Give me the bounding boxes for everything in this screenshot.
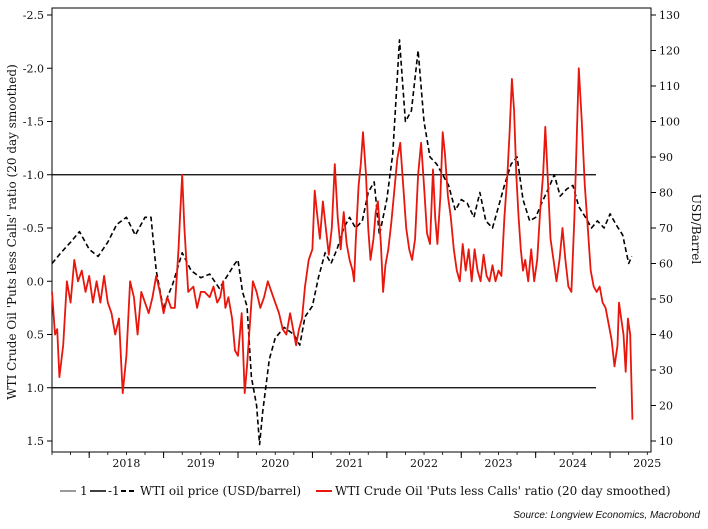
left-tick-label: 1.5 xyxy=(27,435,45,448)
right-tick-label: 80 xyxy=(659,187,673,200)
left-tick-label: 0.0 xyxy=(27,275,45,288)
legend-label-minus-1: -1 xyxy=(108,484,120,498)
right-tick-label: 120 xyxy=(659,45,680,58)
right-tick-label: 20 xyxy=(659,400,673,413)
right-tick-label: 40 xyxy=(659,329,673,342)
legend-label-1: 1 xyxy=(80,484,88,498)
left-tick-label: 0.5 xyxy=(27,329,45,342)
source-note: Source: Longview Economics, Macrobond xyxy=(513,510,700,521)
series-wti-oil-price xyxy=(51,39,633,446)
x-tick-label: 2023 xyxy=(484,457,512,470)
x-tick-label: 2018 xyxy=(112,457,140,470)
x-tick-label: 2019 xyxy=(187,457,215,470)
x-tick-label: 2022 xyxy=(410,457,438,470)
legend: 1 -1 WTI oil price (USD/barrel) WTI Crud… xyxy=(60,484,671,498)
x-tick-label: 2021 xyxy=(336,457,364,470)
plot-area xyxy=(51,7,652,453)
right-tick-label: 50 xyxy=(659,293,673,306)
right-tick-label: 130 xyxy=(659,9,680,22)
plot-border xyxy=(51,7,652,453)
left-tick-label: 1.0 xyxy=(27,382,45,395)
legend-label-wti-price: WTI oil price (USD/barrel) xyxy=(140,484,301,498)
left-tick-label: -1.0 xyxy=(23,169,44,182)
left-tick-label: -2.0 xyxy=(23,62,44,75)
right-tick-label: 100 xyxy=(659,116,680,129)
right-tick-label: 30 xyxy=(659,364,673,377)
right-tick-label: 70 xyxy=(659,222,673,235)
right-axis-title: USD/Barrel xyxy=(689,194,703,265)
left-tick-label: -0.5 xyxy=(23,222,44,235)
left-axis-ticks: -2.5 -2.0 -1.5 -1.0 -0.5 0.0 0.5 1.0 1.5 xyxy=(23,9,52,448)
left-tick-label: -1.5 xyxy=(23,116,44,129)
left-tick-label: -2.5 xyxy=(23,9,44,22)
x-tick-label: 2025 xyxy=(633,457,661,470)
right-tick-label: 110 xyxy=(659,80,680,93)
right-tick-label: 90 xyxy=(659,151,673,164)
x-tick-label: 2020 xyxy=(261,457,289,470)
right-tick-label: 60 xyxy=(659,258,673,271)
x-tick-label: 2024 xyxy=(559,457,587,470)
series-layer xyxy=(51,39,634,446)
series-puts-less-calls-ratio xyxy=(51,67,634,420)
left-axis-title: WTI Crude Oil 'Puts less Calls' ratio (2… xyxy=(5,64,19,400)
legend-label-puts-calls: WTI Crude Oil 'Puts less Calls' ratio (2… xyxy=(335,484,671,498)
x-axis-ticks: 2018 2019 2020 2021 2022 2023 2024 2025 xyxy=(51,452,661,470)
reference-lines xyxy=(52,174,596,389)
right-tick-label: 10 xyxy=(659,435,673,448)
right-axis-ticks: 10 20 30 40 50 60 70 80 90 100 110 120 130 xyxy=(651,9,680,448)
